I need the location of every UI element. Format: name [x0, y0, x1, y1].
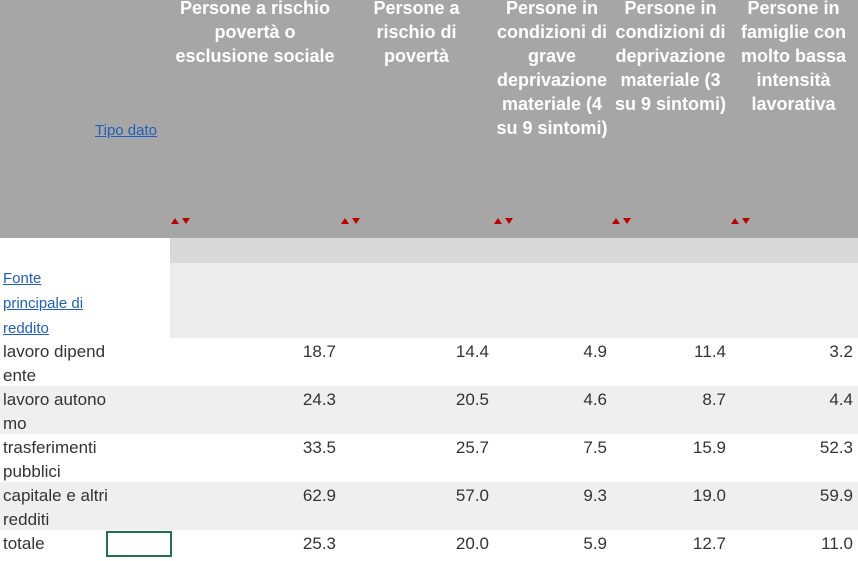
cell-value: 52.3 [819, 438, 853, 457]
sort-arrows[interactable] [170, 216, 192, 226]
column-header: Persone a rischio di povertà [373, 0, 460, 66]
cell-value: 4.9 [583, 342, 607, 361]
cell-value: 11.0 [821, 534, 853, 553]
sort-arrows[interactable] [611, 216, 633, 226]
row-label: lavoro autonomo [3, 390, 107, 433]
cell-value: 12.7 [692, 534, 726, 553]
group-band [170, 263, 858, 338]
row-label: totale [3, 534, 45, 553]
row-label: lavoro dipendente [3, 342, 106, 385]
column-header: Persone in condizioni di grave deprivazi… [496, 0, 608, 138]
cell-value: 20.5 [455, 390, 489, 409]
cell-value: 4.4 [829, 390, 853, 409]
cell-value: 3.2 [829, 342, 853, 361]
subheader-band [170, 238, 858, 263]
row-label: trasferimenti pubblici [3, 438, 97, 481]
cell-value: 20.0 [455, 534, 489, 553]
cell-value: 15.9 [692, 438, 726, 457]
cell-value: 62.9 [302, 486, 336, 505]
selected-cell [106, 531, 172, 557]
sort-arrows[interactable] [730, 216, 752, 226]
column-header: Persone in condizioni di deprivazione ma… [614, 0, 726, 114]
cell-value: 25.7 [455, 438, 489, 457]
row-band [0, 482, 858, 530]
cell-value: 24.3 [302, 390, 336, 409]
cell-value: 59.9 [819, 486, 853, 505]
cell-value: 5.9 [583, 534, 607, 553]
cell-value: 14.4 [455, 342, 489, 361]
sort-arrows[interactable] [493, 216, 515, 226]
cell-value: 57.0 [455, 486, 489, 505]
column-header-link[interactable]: Tipo dato [95, 122, 157, 139]
cell-value: 18.7 [302, 342, 336, 361]
cell-value: 4.6 [583, 390, 607, 409]
cell-value: 9.3 [583, 486, 607, 505]
cell-value: 25.3 [302, 534, 336, 553]
row-group-link[interactable]: Fonte principale di reddito [3, 270, 84, 337]
cell-value: 33.5 [302, 438, 336, 457]
sort-arrows[interactable] [340, 216, 362, 226]
row-label: capitale e altri redditi [3, 486, 108, 529]
header-band [0, 0, 858, 238]
column-header: Persone in famiglie con molto bassa inte… [740, 0, 847, 114]
cell-value: 7.5 [583, 438, 607, 457]
cell-value: 11.4 [694, 342, 726, 361]
column-header: Persone a rischio povertà o esclusione s… [175, 0, 335, 66]
cell-value: 19.0 [692, 486, 726, 505]
cell-value: 8.7 [702, 390, 726, 409]
row-band [0, 386, 858, 434]
